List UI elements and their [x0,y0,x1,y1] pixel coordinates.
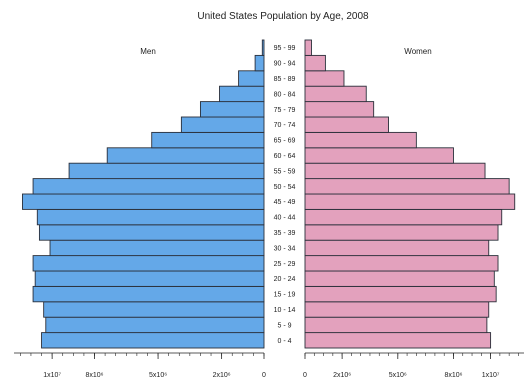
age-label-3: 15 - 19 [274,292,296,299]
men-tick-label-3: 2x10⁶ [213,372,231,379]
bar-men-18 [254,54,265,72]
chart-title: United States Population by Age, 2008 [197,11,369,22]
age-label-13: 65 - 69 [274,138,296,145]
bar-women-14 [304,116,389,133]
age-label-9: 45 - 49 [274,199,296,206]
bar-men-2 [43,301,265,318]
men-bars [22,39,265,349]
bar-women-18 [304,54,326,72]
age-label-10: 50 - 54 [274,184,296,191]
bar-men-19 [261,39,265,56]
women-bars [304,39,516,349]
women-tick-label-3: 8x10⁶ [444,372,462,379]
age-label-15: 75 - 79 [274,107,296,114]
women-tick-label-1: 2x10⁶ [333,372,351,379]
women-x-axis: 0 2x10⁶ 5x10⁶ 8x10⁶ 1x10⁷ [303,352,524,379]
age-label-16: 80 - 84 [274,91,296,98]
bar-men-1 [45,316,265,334]
bar-women-4 [304,270,495,287]
bar-women-9 [304,193,516,210]
age-label-18: 90 - 94 [274,61,296,68]
age-label-5: 25 - 29 [274,261,296,268]
bar-women-5 [304,255,499,272]
bar-men-15 [199,101,265,118]
age-label-8: 40 - 44 [274,215,296,222]
age-label-4: 20 - 24 [274,276,296,283]
bar-women-16 [304,85,367,103]
bar-men-12 [106,147,265,164]
men-tick-label-2: 5x10⁶ [149,372,167,379]
bar-men-16 [219,85,265,103]
bar-men-10 [32,178,265,195]
age-label-6: 30 - 34 [274,245,296,252]
bar-men-0 [41,332,265,349]
bar-women-3 [304,285,497,303]
bar-women-17 [304,70,345,87]
bar-women-8 [304,208,503,226]
bar-men-17 [238,70,265,87]
age-group-labels: 0 - 4 5 - 9 10 - 14 15 - 19 20 - 24 25 - 29 30… [274,45,296,345]
bar-men-3 [32,285,265,303]
bar-men-4 [34,270,265,287]
left-series-label: Men [140,47,156,56]
bar-men-14 [180,116,265,133]
age-label-2: 10 - 14 [274,307,296,314]
men-tick-label-0: 1x10⁷ [43,372,61,379]
age-label-7: 35 - 39 [274,230,296,237]
age-label-1: 5 - 9 [277,322,291,329]
right-series-label: Women [404,47,431,56]
bar-women-19 [304,39,312,56]
bar-men-13 [151,131,265,149]
age-label-19: 95 - 99 [274,45,296,52]
bar-men-11 [68,162,265,180]
age-label-11: 55 - 59 [274,168,296,175]
bar-women-11 [304,162,486,180]
bar-women-12 [304,147,454,164]
bar-women-1 [304,316,488,334]
women-tick-label-0: 0 [303,372,307,379]
bar-women-13 [304,131,417,149]
women-tick-label-4: 1x10⁷ [482,372,500,379]
bar-women-2 [304,301,490,318]
bar-women-15 [304,101,375,118]
bar-women-6 [304,239,490,257]
bar-men-8 [36,208,265,226]
men-x-axis: 1x10⁷ 8x10⁶ 5x10⁶ 2x10⁶ 0 [14,352,266,379]
age-label-14: 70 - 74 [274,122,296,129]
men-tick-label-1: 8x10⁶ [85,372,103,379]
bar-men-7 [38,224,265,241]
bar-women-10 [304,178,510,195]
women-tick-label-2: 5x10⁶ [389,372,407,379]
bar-men-9 [22,193,265,210]
age-label-17: 85 - 89 [274,76,296,83]
bar-women-7 [304,224,499,241]
bar-men-6 [49,239,265,257]
age-label-0: 0 - 4 [277,338,291,345]
bar-women-0 [304,332,492,349]
bar-men-5 [32,255,265,272]
men-tick-label-4: 0 [262,372,266,379]
age-label-12: 60 - 64 [274,153,296,160]
